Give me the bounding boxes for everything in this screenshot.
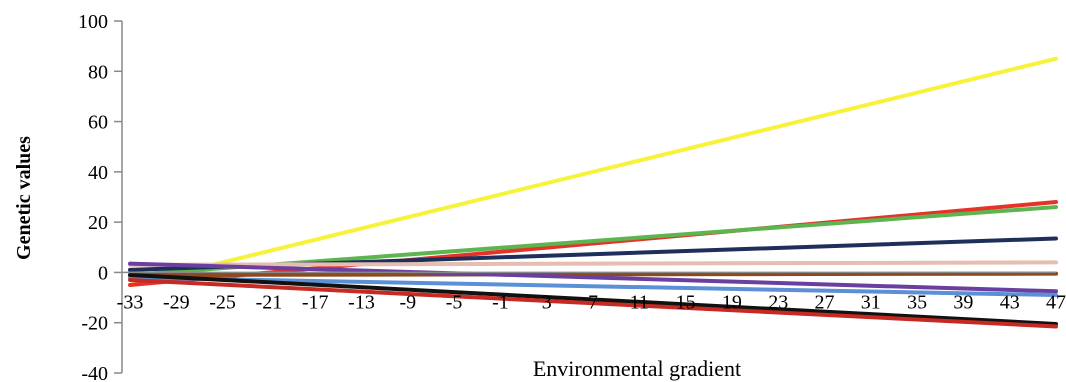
x-tick-label: -29 xyxy=(163,291,190,313)
y-tick-label: 100 xyxy=(78,11,108,33)
x-tick-label: 43 xyxy=(1000,291,1020,313)
y-tick-label: 20 xyxy=(88,212,108,234)
series-line-6 xyxy=(128,271,1058,277)
series-line-5 xyxy=(128,260,1058,267)
x-tick-label: 7 xyxy=(588,291,598,313)
x-tick-label: 31 xyxy=(861,291,881,313)
series-line-9 xyxy=(128,272,1058,326)
x-tick-label: -21 xyxy=(256,291,283,313)
series-line-2 xyxy=(128,200,1058,287)
y-axis-ticks: 100 80 60 40 20 0 -20 -40 xyxy=(78,11,122,382)
x-tick-label: 23 xyxy=(768,291,788,313)
x-tick-label: -9 xyxy=(399,291,416,313)
x-tick-label: -5 xyxy=(446,291,463,313)
series-line-10 xyxy=(128,277,1058,329)
x-axis-label: Environmental gradient xyxy=(533,356,741,381)
y-tick-label: -20 xyxy=(81,313,108,335)
series-line-7 xyxy=(128,261,1058,294)
series-line-8 xyxy=(128,275,1058,298)
x-tick-label: -13 xyxy=(348,291,375,313)
y-tick-label: 0 xyxy=(98,262,108,284)
x-tick-label: 3 xyxy=(542,291,552,313)
x-tick-label: -1 xyxy=(492,291,509,313)
x-tick-label: 39 xyxy=(953,291,973,313)
x-tick-label: -17 xyxy=(302,291,329,313)
series-layer xyxy=(128,56,1058,329)
x-tick-label: 15 xyxy=(676,291,696,313)
x-tick-label: 47 xyxy=(1046,291,1066,313)
y-tick-label: 40 xyxy=(88,162,108,184)
x-tick-label: -25 xyxy=(209,291,236,313)
y-tick-label: 80 xyxy=(88,61,108,83)
x-tick-label: 19 xyxy=(722,291,742,313)
x-tick-label: 11 xyxy=(630,291,649,313)
y-tick-label: 60 xyxy=(88,112,108,134)
y-tick-label: -40 xyxy=(81,363,108,382)
x-tick-label: -33 xyxy=(117,291,144,313)
x-tick-label: 27 xyxy=(815,291,835,313)
x-axis-ticks: -33 -29 -25 -21 -17 -13 -9 -5 -1 3 7 11 15 19 23 27 31 35… xyxy=(117,291,1066,313)
x-tick-label: 35 xyxy=(907,291,927,313)
series-line-1 xyxy=(128,56,1058,287)
y-axis-label: Genetic values xyxy=(13,136,35,260)
